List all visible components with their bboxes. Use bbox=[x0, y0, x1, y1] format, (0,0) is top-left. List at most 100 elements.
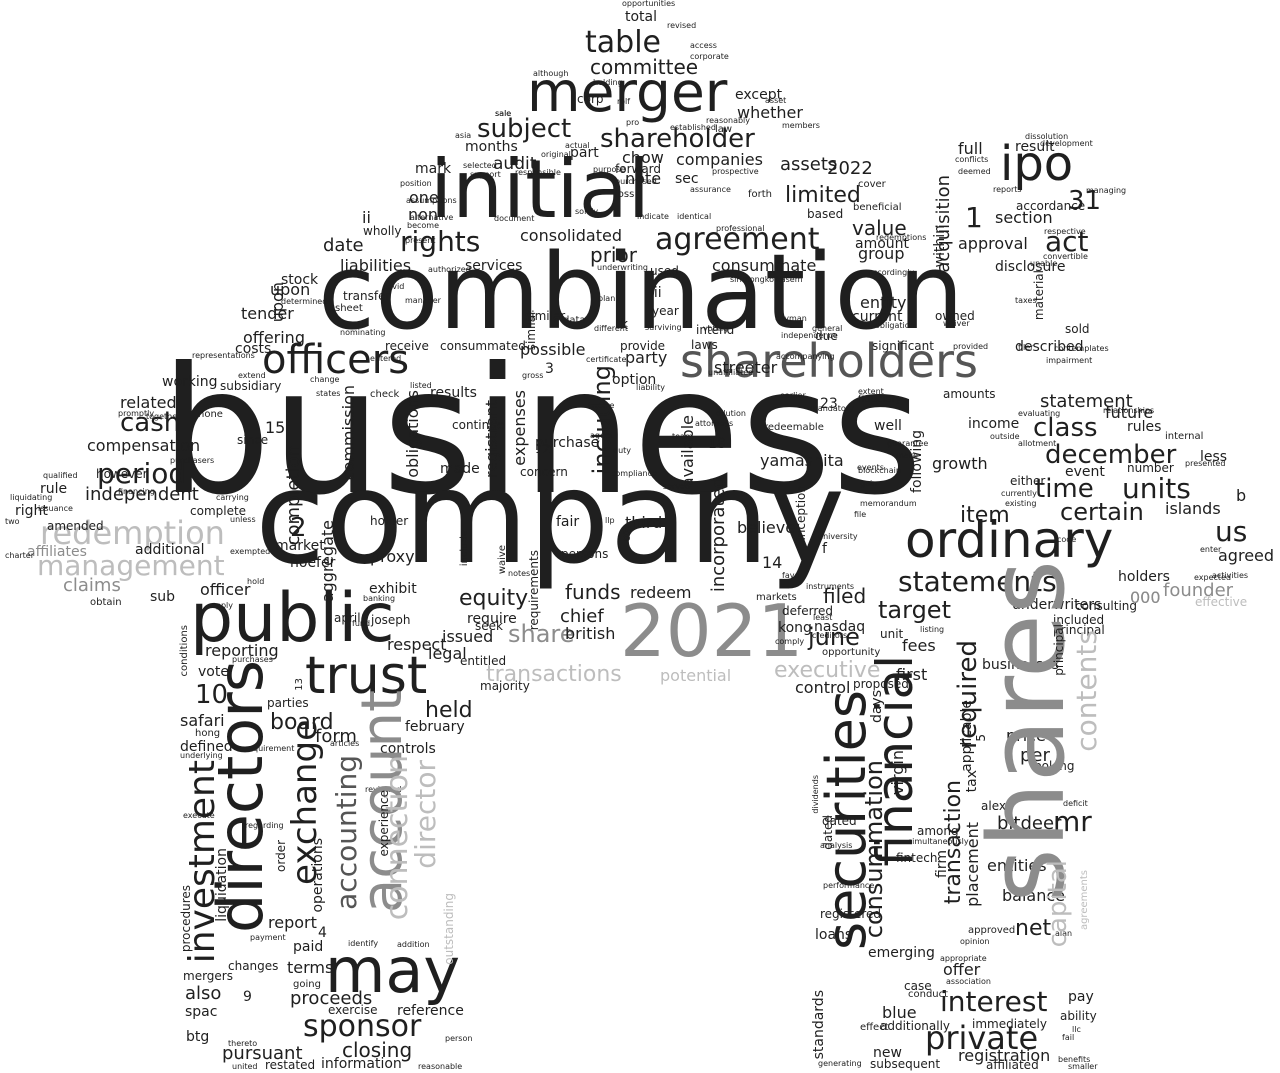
word-make: make bbox=[896, 451, 918, 460]
word-group: group bbox=[858, 244, 905, 263]
word-markets: markets bbox=[756, 592, 797, 603]
word-carrying: carrying bbox=[216, 493, 249, 502]
word-outstanding-vertical: outstanding bbox=[442, 893, 456, 965]
word-material-vertical: material bbox=[1032, 270, 1046, 321]
word-gross: gross bbox=[522, 371, 544, 380]
word-authorized: authorized bbox=[428, 265, 471, 274]
word-outside: outside bbox=[990, 432, 1020, 441]
word-deferred: deferred bbox=[782, 604, 833, 618]
word-holders: holders bbox=[1118, 569, 1170, 585]
word-possible: possible bbox=[520, 340, 586, 359]
word-dated-vertical: dated bbox=[821, 815, 835, 850]
word-attorneys: attorneys bbox=[695, 419, 734, 428]
word-receive: receive bbox=[385, 339, 429, 353]
word-sheet: sheet bbox=[335, 303, 363, 314]
word-reports: reports bbox=[993, 185, 1022, 194]
word-rights: rights bbox=[400, 225, 481, 258]
word-guarantee: guarantee bbox=[887, 439, 929, 448]
word-obligation: obligation bbox=[875, 321, 915, 330]
word-n8: 8 bbox=[622, 529, 631, 545]
word-note: note bbox=[625, 169, 662, 188]
word-shares-vertical: shares bbox=[966, 560, 1088, 903]
word-mandatory: mandatory bbox=[810, 404, 854, 413]
word-equity: equity bbox=[459, 586, 529, 611]
word-loans: loans bbox=[815, 927, 853, 943]
word-services: services bbox=[465, 258, 523, 274]
word-share: share bbox=[508, 620, 575, 648]
word-approval: approval bbox=[958, 234, 1028, 253]
word-held: held bbox=[425, 698, 473, 723]
word-exempted: exempted bbox=[230, 547, 271, 556]
word-llp: llp bbox=[605, 516, 615, 525]
word-k: k bbox=[620, 317, 629, 333]
word-vote: vote bbox=[198, 664, 229, 680]
word-ability: ability bbox=[1060, 1009, 1097, 1023]
word-voting: voting bbox=[703, 324, 729, 333]
word-analysis: analysis bbox=[820, 841, 853, 850]
word-smaller: smaller bbox=[1068, 1062, 1098, 1071]
word-least: least bbox=[813, 613, 833, 622]
word-requirements-vertical: requirements bbox=[527, 550, 541, 631]
word-going: going bbox=[293, 979, 321, 990]
word-accounting-vertical: accounting bbox=[330, 755, 363, 910]
word-target: target bbox=[878, 596, 951, 624]
word-us: us bbox=[1215, 515, 1248, 548]
word-document: document bbox=[494, 214, 535, 223]
word-respect: respect bbox=[387, 635, 447, 654]
word-operations-vertical: operations bbox=[310, 838, 326, 913]
word-sec: sec bbox=[675, 171, 699, 187]
word-provide: provide bbox=[620, 339, 666, 353]
word-agent: agent bbox=[590, 431, 614, 440]
word-non: non bbox=[408, 205, 439, 224]
word-currently: currently bbox=[1001, 489, 1037, 498]
word-redemptions: redemptions bbox=[876, 233, 927, 242]
word-twelve: twelve bbox=[588, 401, 615, 410]
word-disclosure: disclosure bbox=[995, 259, 1066, 275]
word-among: among bbox=[917, 824, 959, 838]
word-whether: whether bbox=[737, 103, 803, 122]
word-per: per bbox=[1020, 745, 1050, 766]
word-purchase: purchase bbox=[535, 435, 600, 451]
word-form: form bbox=[315, 726, 357, 747]
word-responsible: responsible bbox=[515, 168, 561, 177]
word-internal: internal bbox=[1165, 431, 1204, 442]
word-filer: filer bbox=[1018, 343, 1034, 352]
word-dated: dated bbox=[822, 814, 857, 828]
word-company: company bbox=[255, 444, 845, 593]
word-comply: comply bbox=[775, 637, 805, 646]
word-combination: combination bbox=[318, 231, 964, 353]
word-rules: rules bbox=[1127, 419, 1162, 435]
word-rolf: rolf bbox=[617, 97, 631, 106]
word-subsequent: subsequent bbox=[870, 1057, 941, 1071]
word-ii: ii bbox=[362, 208, 371, 227]
word-activities: activities bbox=[1212, 571, 1249, 580]
word-although: although bbox=[533, 69, 569, 78]
word-wholly: wholly bbox=[363, 224, 402, 238]
word-shareholders: shareholders bbox=[680, 334, 978, 388]
word-law: law bbox=[715, 124, 733, 135]
word-nominating: nominating bbox=[340, 328, 386, 337]
word-performance: performance bbox=[823, 881, 875, 890]
word-control: control bbox=[795, 678, 851, 697]
word-upon-vertical: upon bbox=[268, 282, 287, 323]
word-presented: presented bbox=[1185, 459, 1226, 468]
word-purchasers: purchasers bbox=[170, 456, 215, 465]
word-fiduciary: fiduciary bbox=[858, 394, 902, 405]
word-statements: statements bbox=[898, 565, 1057, 598]
word-income: income bbox=[968, 416, 1020, 432]
word-significant: significant bbox=[872, 339, 934, 353]
word-accordance: accordance bbox=[1016, 199, 1086, 213]
word-managing: managing bbox=[1086, 186, 1127, 195]
word-subsidiary: subsidiary bbox=[220, 379, 282, 393]
word-entities: entities bbox=[987, 856, 1047, 875]
word-sale: sale bbox=[495, 109, 512, 118]
word-surviving: surviving bbox=[645, 323, 682, 332]
word-effect: effect bbox=[860, 1022, 889, 1033]
word-sale: sale bbox=[495, 109, 512, 118]
word-conflicts: conflicts bbox=[955, 155, 989, 164]
word-complete: complete bbox=[190, 504, 247, 518]
word-ordinary: ordinary bbox=[905, 511, 1114, 569]
word-plan: plan bbox=[598, 294, 616, 303]
word-redeemable: redeemable bbox=[764, 422, 824, 433]
word-parties: parties bbox=[267, 696, 309, 710]
